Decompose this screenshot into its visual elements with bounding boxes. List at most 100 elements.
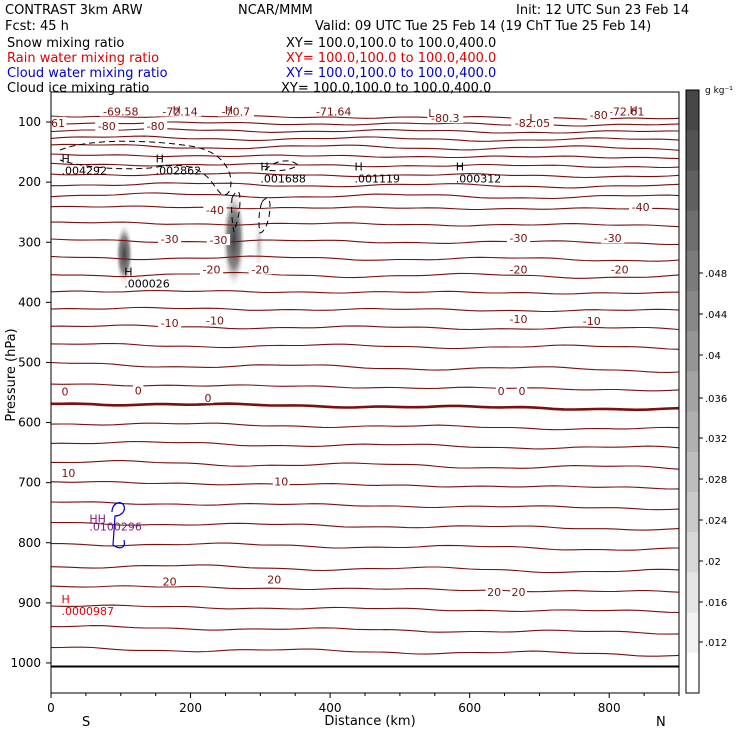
colorbar-swatch	[686, 331, 699, 372]
x-tick-label: 600	[458, 701, 481, 715]
max-value-label: .001688	[260, 173, 306, 186]
temperature-contour-label: -80	[147, 120, 165, 133]
contour-label-bg	[427, 112, 464, 124]
colorbar-tick-label: .036	[705, 394, 727, 405]
isotherm-line	[51, 625, 679, 635]
colorbar-swatch	[686, 291, 699, 332]
cloud-ice-dashed-contour	[264, 160, 299, 172]
contour-label-bg	[144, 119, 168, 131]
y-axis-label: Pressure (hPa)	[4, 328, 19, 421]
y-tick-label: 500	[18, 355, 41, 369]
field-xy-rain: XY= 100.0,100.0 to 100.0,400.0	[286, 51, 496, 66]
temperature-contour-label: 0	[61, 386, 68, 399]
colorbar-swatch	[686, 652, 699, 694]
temperature-contour-label: 0	[205, 392, 212, 405]
isotherm-line	[51, 324, 679, 331]
temperature-contour-label: -30	[604, 232, 622, 245]
isotherm-line	[51, 162, 679, 169]
contour-label-bg	[506, 312, 531, 324]
contour-label-bg	[158, 316, 182, 328]
isotherm-line	[51, 289, 679, 295]
temperature-contour-label: 0	[135, 384, 142, 397]
isotherm-line	[51, 646, 679, 657]
temperature-contour-label: -80	[98, 120, 116, 133]
isotherm-line	[51, 172, 679, 179]
field-xy-cloud-water: XY= 100.0,100.0 to 100.0,400.0	[286, 66, 496, 81]
colorbar-tick-label: .048	[705, 269, 727, 280]
isotherm-line	[51, 501, 679, 511]
temperature-contour-label: 20	[487, 586, 501, 599]
overlap-max-marker: HH	[89, 512, 106, 525]
isotherm-line	[51, 205, 679, 211]
isotherm-line	[51, 383, 679, 392]
extremum-marker: L	[428, 107, 435, 120]
temperature-contour-label: -20	[510, 263, 528, 276]
y-tick-label: 200	[18, 175, 41, 189]
contour-label-bg	[49, 116, 67, 128]
max-marker: H	[156, 152, 164, 165]
snow-shade-blob	[221, 189, 246, 290]
header-init: Init: 12 UTC Sun 23 Feb 14	[516, 3, 689, 18]
cloud-ice-dashed-layer	[59, 140, 299, 234]
max-value-label: .002862	[156, 164, 202, 177]
temperature-contour-label: 10	[61, 467, 75, 480]
contour-label-layer: -69.58 -72.14 -70.7 -71.64 -72.61-80-80.3 -82…	[49, 104, 653, 618]
colorbar-swatch	[686, 130, 699, 171]
isotherm-line	[51, 115, 679, 120]
x-end-left: S	[82, 715, 90, 730]
y-tick-label: 300	[18, 235, 41, 249]
field-xy-snow: XY= 100.0,100.0 to 100.0,400.0	[286, 36, 496, 51]
field-name-rain: Rain water mixing ratio	[7, 51, 159, 66]
field-xy-cloud-ice: XY= 100.0,100.0 to 100.0,400.0	[281, 81, 491, 96]
colorbar-frame	[685, 89, 700, 694]
contour-label-bg	[203, 314, 227, 326]
contour-label-bg	[59, 385, 71, 397]
temperature-contour-label: -69.58	[103, 105, 138, 118]
contour-label-bg	[202, 392, 214, 404]
extremum-marker: H	[630, 104, 638, 117]
max-marker: H	[61, 593, 69, 606]
contour-label-bg	[248, 263, 272, 275]
contour-label-bg	[199, 263, 224, 275]
extremum-marker: H	[172, 104, 180, 117]
contour-label-bg	[272, 475, 290, 487]
y-tick-label: 400	[18, 295, 41, 309]
temperature-contour-label: -82.05	[515, 117, 550, 130]
x-tick-label: 800	[598, 701, 621, 715]
temperature-contour-label: -72.14	[162, 105, 197, 118]
contour-label-bg	[580, 315, 604, 327]
temperature-contour-label: 0	[519, 385, 526, 398]
isotherm-line	[51, 182, 679, 189]
field-name-cloud-ice: Cloud ice mixing ratio	[7, 81, 149, 96]
colorbar-swatch	[686, 411, 699, 453]
colorbar-tick-label: .012	[705, 638, 727, 649]
cloud-ice-dashed-contour	[59, 140, 232, 196]
colorbar-tick-label: .016	[705, 598, 727, 609]
temperature-contour-label: 0	[498, 385, 505, 398]
temperature-contour-label: -20	[611, 263, 629, 276]
colorbar-tick-label: .04	[705, 351, 721, 362]
contour-label-bg	[158, 232, 182, 244]
max-marker: H	[61, 152, 69, 165]
contour-label-bg	[206, 234, 231, 246]
isotherm-line	[51, 604, 679, 614]
cloud-ice-dashed-contour	[258, 197, 271, 234]
colorbar-tick-label: .032	[705, 434, 727, 445]
overlap-max-label: .0100296	[89, 521, 142, 534]
contour-label-bg	[133, 384, 144, 396]
max-marker: H	[456, 161, 464, 174]
isotherm-line	[51, 255, 679, 262]
isotherm-line	[51, 153, 679, 160]
temperature-contour-label: 20	[163, 575, 177, 588]
contour-label-bg	[510, 586, 527, 598]
x-end-right: N	[656, 715, 666, 730]
y-tick-label: 100	[18, 115, 41, 129]
isotherm-line	[51, 480, 679, 490]
field-name-snow: Snow mixing ratio	[7, 36, 124, 51]
cloud-water-layer	[111, 502, 125, 549]
temperature-contour-label: -10	[206, 315, 224, 328]
temperature-contour-label: -10	[161, 317, 179, 330]
isotherm-line	[51, 221, 679, 228]
